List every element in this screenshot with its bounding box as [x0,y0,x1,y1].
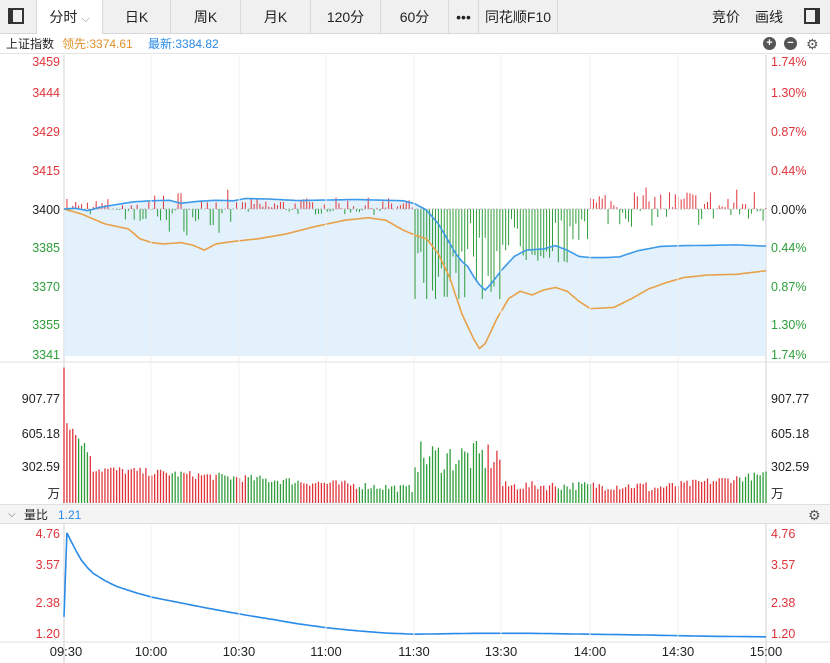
price-tick-label: 3444 [32,86,60,100]
time-tick-label: 11:30 [398,644,430,659]
price-tick-label: 3415 [32,164,60,178]
tab-120min[interactable]: 120分 [310,0,380,34]
ratio-tick-label: 1.20 [35,627,60,641]
chevron-down-icon[interactable]: ⌵ [8,509,16,520]
tab-daily-k[interactable]: 日K [102,0,170,34]
right-panel-toggle-icon[interactable] [804,8,820,24]
ratio-tick-label: 3.57 [35,558,60,572]
ratio-tick-label-right: 3.57 [771,558,796,572]
time-tick-label: 09:30 [49,644,83,659]
price-tick-label: 3429 [32,125,60,139]
volume-ratio-header: ⌵ 量比 1.21 ⚙ [0,504,830,524]
price-tick-label: 3370 [32,280,60,294]
volume-ratio-line [63,532,766,638]
volume-tick-label: 907.77 [21,392,60,406]
price-tick-label: 3355 [32,318,60,332]
change-tick-label: 1.74% [771,348,807,362]
chevron-down-icon: ⌵ [81,13,90,25]
tab-more[interactable]: ••• [448,0,478,34]
index-name: 上证指数 [6,37,55,51]
change-tick-label: 0.87% [771,125,807,139]
ratio-tick-label-right: 2.38 [771,596,796,610]
volume-tick-label: 605.18 [21,427,60,441]
time-tick-label: 10:30 [222,644,256,659]
change-tick-label: 1.30% [771,86,807,100]
time-tick-label: 14:30 [661,644,695,659]
volume-tick-label-right: 万 [771,487,784,501]
price-tick-label: 3400 [32,203,60,217]
tab-monthly-k[interactable]: 月K [240,0,310,34]
index-info-bar: 上证指数 领先:3374.61 最新:3384.82 + − ⚙ [0,34,830,54]
change-tick-label: 0.44% [771,241,807,255]
volume-tick-label-right: 302.59 [771,460,810,474]
change-tick-label: 0.00% [771,203,807,217]
volume-tick-label: 302.59 [21,460,60,474]
change-tick-label: 1.74% [771,55,807,69]
zoom-in-icon[interactable]: + [763,37,776,50]
price-tick-label: 3459 [32,55,60,69]
tab-60min[interactable]: 60分 [380,0,448,34]
change-tick-label: 0.87% [771,280,807,294]
ratio-tick-label-right: 4.76 [771,527,796,541]
price-tick-label: 3341 [32,348,60,362]
latest-price: 最新:3384.82 [148,37,219,51]
ratio-tick-label: 4.76 [35,527,60,541]
draw-line-button[interactable]: 画线 [755,9,783,25]
volume-ratio-value: 1.21 [58,508,82,522]
leading-line [63,208,767,350]
volume-tick-label-right: 605.18 [771,427,810,441]
change-tick-label: 0.44% [771,164,807,178]
time-tick-label: 13:30 [484,644,518,659]
time-tick-label: 10:00 [134,644,168,659]
tab-f10[interactable]: 同花顺F10 [478,0,558,34]
ratio-tick-label: 2.38 [35,596,60,610]
tab-intraday[interactable]: 分时 ⌵ [36,0,102,34]
zoom-out-icon[interactable]: − [784,37,797,50]
ratio-settings-gear-icon[interactable]: ⚙ [808,507,821,523]
volume-ratio-title: 量比 [24,508,49,522]
ratio-tick-label-right: 1.20 [771,627,796,641]
price-line [63,197,767,292]
left-panel-toggle-icon[interactable] [8,8,24,24]
tab-weekly-k[interactable]: 周K [170,0,240,34]
volume-tick-label: 万 [47,487,60,501]
volume-tick-label-right: 907.77 [771,392,810,406]
time-tick-label: 11:00 [310,644,342,659]
price-tick-label: 3385 [32,241,60,255]
time-tick-label: 15:00 [749,644,783,659]
change-tick-label: 1.30% [771,318,807,332]
settings-gear-icon[interactable]: ⚙ [806,36,819,52]
leading-indicator: 领先:3374.61 [62,37,133,51]
bidding-button[interactable]: 竞价 [712,9,740,25]
chart-toolbar: 分时 ⌵ 日K 周K 月K 120分 60分 ••• 同花顺F10 竞价 画线 [0,0,830,34]
time-tick-label: 14:00 [573,644,607,659]
